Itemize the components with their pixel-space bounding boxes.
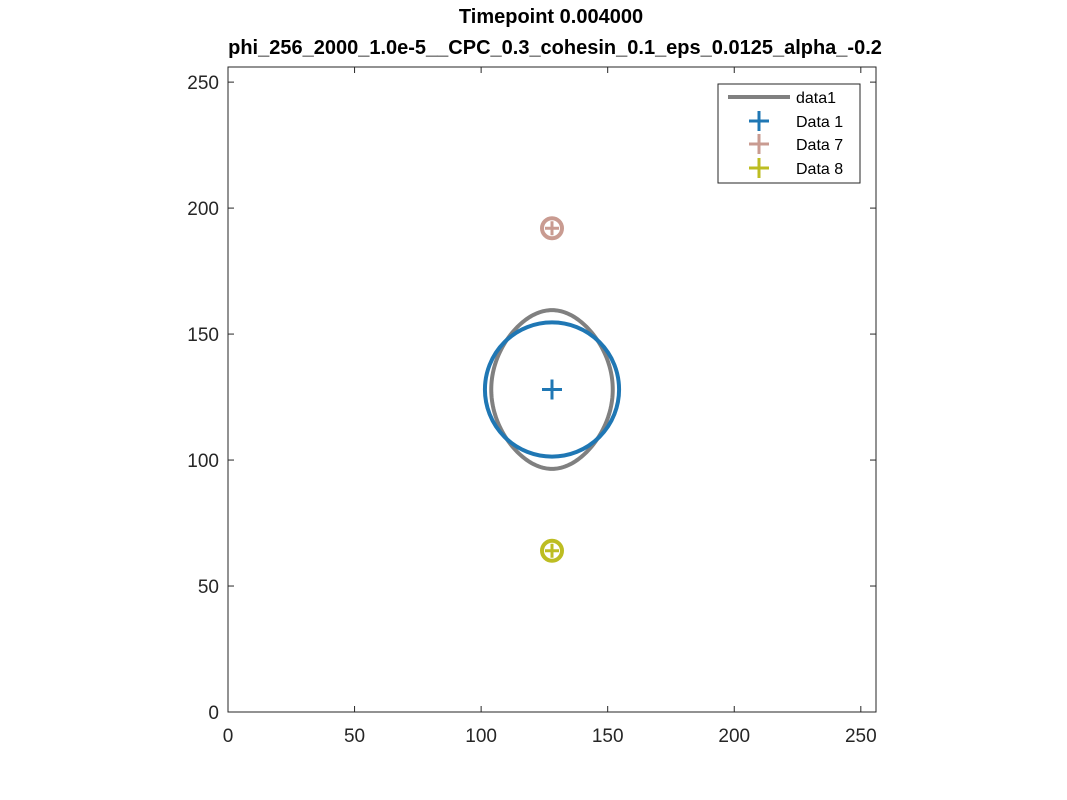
legend-label: Data 8 xyxy=(796,161,843,178)
chart-title: Timepoint 0.004000 xyxy=(459,6,643,28)
y-tick-label: 250 xyxy=(187,73,219,94)
x-tick-label: 0 xyxy=(223,726,234,747)
x-tick-label: 150 xyxy=(592,726,624,747)
series-data1-contour xyxy=(489,308,615,471)
chart-subtitle: phi_256_2000_1.0e-5__CPC_0.3_cohesin_0.1… xyxy=(228,37,882,59)
y-tick-label: 100 xyxy=(187,451,219,472)
axes-box xyxy=(227,66,877,713)
legend-label: data1 xyxy=(796,90,836,107)
y-tick-label: 0 xyxy=(208,703,219,724)
legend-label: Data 1 xyxy=(796,114,843,131)
legend: data1 Data 1 Data 7 Data 8 xyxy=(717,83,861,184)
legend-box xyxy=(717,83,861,184)
series-layer xyxy=(482,216,622,563)
x-tick-label: 250 xyxy=(845,726,877,747)
series-Data 8-circle xyxy=(540,538,564,563)
y-tick-label: 150 xyxy=(187,325,219,346)
x-tick-label: 100 xyxy=(465,726,497,747)
x-tick-label: 200 xyxy=(718,726,750,747)
series-Data 7-circle xyxy=(540,216,564,241)
ticks-layer: 0 50 100 150 200 250 0 50 100 150 200 250 xyxy=(187,67,877,747)
y-tick-label: 200 xyxy=(187,199,219,220)
series-Data 1-circle xyxy=(482,320,622,459)
legend-label: Data 7 xyxy=(796,137,843,154)
y-tick-label: 50 xyxy=(198,577,219,598)
x-tick-label: 50 xyxy=(344,726,365,747)
